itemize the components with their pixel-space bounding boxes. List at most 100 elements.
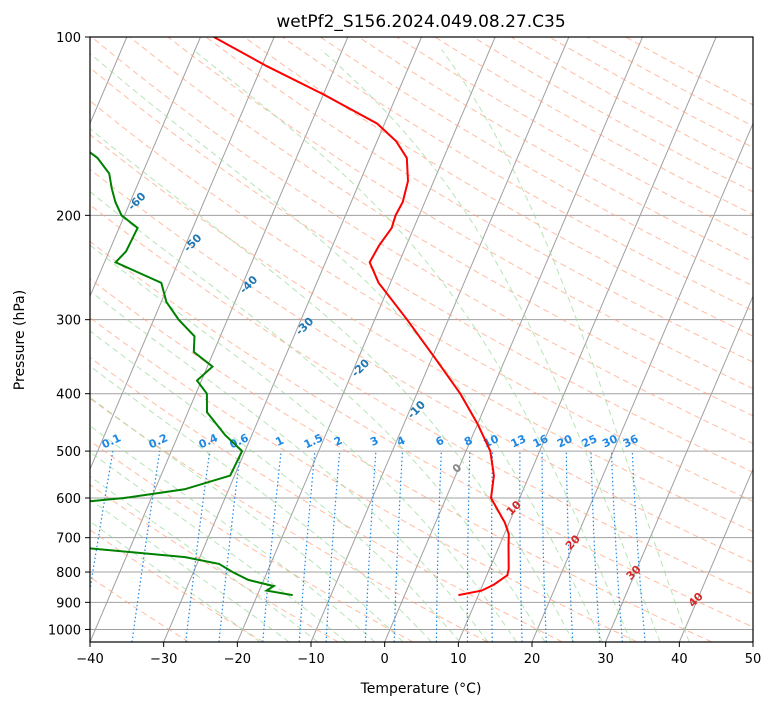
- x-tick-label: −30: [150, 652, 177, 667]
- moist-adiabat-line: [90, 365, 432, 642]
- dry-adiabat-line: [90, 397, 488, 642]
- isotherm-line: [90, 37, 349, 642]
- dry-adiabat-label: -20: [349, 356, 372, 379]
- mixing-ratio-line: [262, 451, 282, 642]
- dry-adiabat-label: -30: [293, 315, 316, 338]
- dry-adiabat-line: [90, 317, 638, 642]
- mixing-ratio-line: [519, 451, 523, 642]
- dry-adiabat-line: [90, 576, 190, 642]
- dry-adiabat-line: [91, 37, 753, 445]
- mixing-ratio-label: 25: [580, 432, 599, 450]
- isotherm-line: [163, 37, 422, 642]
- y-tick-label: 900: [56, 596, 81, 611]
- moist-adiabat-line: [90, 128, 575, 642]
- plot-frame: [89, 36, 754, 643]
- isotherm-line: [90, 37, 275, 471]
- mixing-ratio-label: 4: [395, 434, 408, 449]
- isotherm-line: [384, 37, 643, 642]
- dry-adiabat-label: -40: [237, 273, 260, 296]
- dry-adiabat-line: [434, 37, 753, 216]
- mixing-ratio-label: 10: [481, 432, 501, 450]
- moist-adiabat-line: [90, 330, 461, 642]
- mixing-ratio-line: [631, 451, 646, 642]
- mixing-ratio-line: [218, 451, 242, 642]
- dry-adiabat-line: [90, 240, 753, 628]
- moist-adiabat-label: 30: [624, 563, 644, 583]
- moist-adiabat-line: [90, 425, 376, 642]
- moist-adiabat-label: 20: [563, 532, 583, 552]
- moist-adiabat-label: 10: [504, 498, 524, 518]
- x-tick-label: 10: [450, 652, 467, 667]
- moist-adiabat-label: 40: [686, 590, 706, 610]
- moist-adiabat-line: [441, 49, 690, 642]
- y-tick-label: 600: [56, 492, 81, 507]
- moist-adiabat-line: [90, 191, 546, 642]
- mixing-ratio-label: 3: [368, 434, 380, 449]
- mixing-ratio-label: 0.1: [100, 431, 123, 451]
- isotherm-line: [236, 37, 496, 642]
- mixing-ratio-label: 2: [332, 434, 344, 449]
- y-tick-label: 300: [56, 314, 81, 329]
- overlay-labels: 0.10.20.40.611.52346810131620253036-100-…: [14, 106, 706, 610]
- isotherm-line: [605, 295, 753, 642]
- x-tick-label: −20: [224, 652, 251, 667]
- dry-adiabat-line: [90, 100, 753, 503]
- y-tick-label: 200: [56, 209, 81, 224]
- axes: −40 −30 −20 −10 0 10 20 30 40 5010020030040050060…: [48, 31, 761, 667]
- y-tick-label: 100: [56, 31, 81, 46]
- y-tick-label: 400: [56, 388, 81, 403]
- mixing-ratio-label: 0.2: [147, 431, 170, 451]
- mixing-ratio-label: 20: [555, 432, 575, 450]
- mixing-ratio-line: [298, 451, 316, 642]
- dry-adiabat-line: [243, 37, 753, 337]
- x-tick-label: 40: [671, 652, 688, 667]
- dry-adiabat-line: [282, 37, 753, 312]
- dry-adiabat-label: -50: [181, 231, 204, 254]
- dry-adiabat-line: [90, 484, 339, 642]
- moist-adiabat-line: [90, 396, 404, 642]
- isotherm-line: [752, 640, 753, 642]
- dry-adiabat-line: [205, 37, 753, 363]
- mixing-ratio-label: 16: [531, 432, 551, 450]
- dewpoint-profile: [90, 151, 293, 597]
- x-tick-label: 0: [381, 652, 389, 667]
- mixing-ratio-label: 30: [600, 432, 620, 450]
- dry-adiabat-line: [90, 440, 414, 642]
- x-tick-label: 20: [524, 652, 541, 667]
- dry-adiabat-line: [129, 37, 753, 417]
- dry-adiabat-line: [90, 133, 753, 533]
- moist-adiabat-line: [90, 290, 489, 642]
- moist-adiabat-label: 0: [450, 461, 465, 476]
- mixing-ratio-line: [466, 451, 471, 642]
- dry-adiabat-line: [90, 278, 712, 642]
- dry-adiabat-label: -80: [14, 106, 37, 129]
- mixing-ratio-line: [435, 451, 442, 642]
- dry-adiabat-line: [90, 356, 563, 642]
- moist-adiabat-line: [192, 49, 632, 642]
- mixing-ratio-line: [185, 451, 211, 642]
- isotherm-line: [531, 122, 753, 642]
- x-tick-label: −40: [76, 652, 103, 667]
- profile-lines: [90, 37, 510, 597]
- dry-adiabat-line: [90, 204, 753, 595]
- mixing-ratio-label: 36: [621, 432, 641, 450]
- isotherm-line: [457, 37, 717, 642]
- x-tick-label: 50: [745, 652, 762, 667]
- isotherm-line: [90, 37, 201, 298]
- moist-adiabat-line: [90, 451, 347, 642]
- moist-adiabat-line: [90, 475, 319, 642]
- x-tick-label: 30: [597, 652, 614, 667]
- mixing-ratio-label: 6: [434, 434, 447, 449]
- chart-title: wetPf2_S156.2024.049.08.27.C35: [276, 12, 565, 32]
- grid-layer: [90, 37, 753, 642]
- y-axis-label: Pressure (hPa): [12, 290, 28, 390]
- dry-adiabat-line: [510, 37, 753, 170]
- mixing-ratio-label: 1.5: [302, 431, 325, 451]
- x-axis-label: Temperature (°C): [360, 681, 482, 697]
- dry-adiabat-label: -70: [69, 148, 92, 171]
- mixing-ratio-line: [610, 451, 623, 642]
- y-tick-label: 800: [56, 566, 81, 581]
- dry-adiabat-line: [90, 168, 753, 564]
- dry-adiabat-label: -60: [125, 189, 148, 212]
- isotherm-line: [678, 467, 753, 642]
